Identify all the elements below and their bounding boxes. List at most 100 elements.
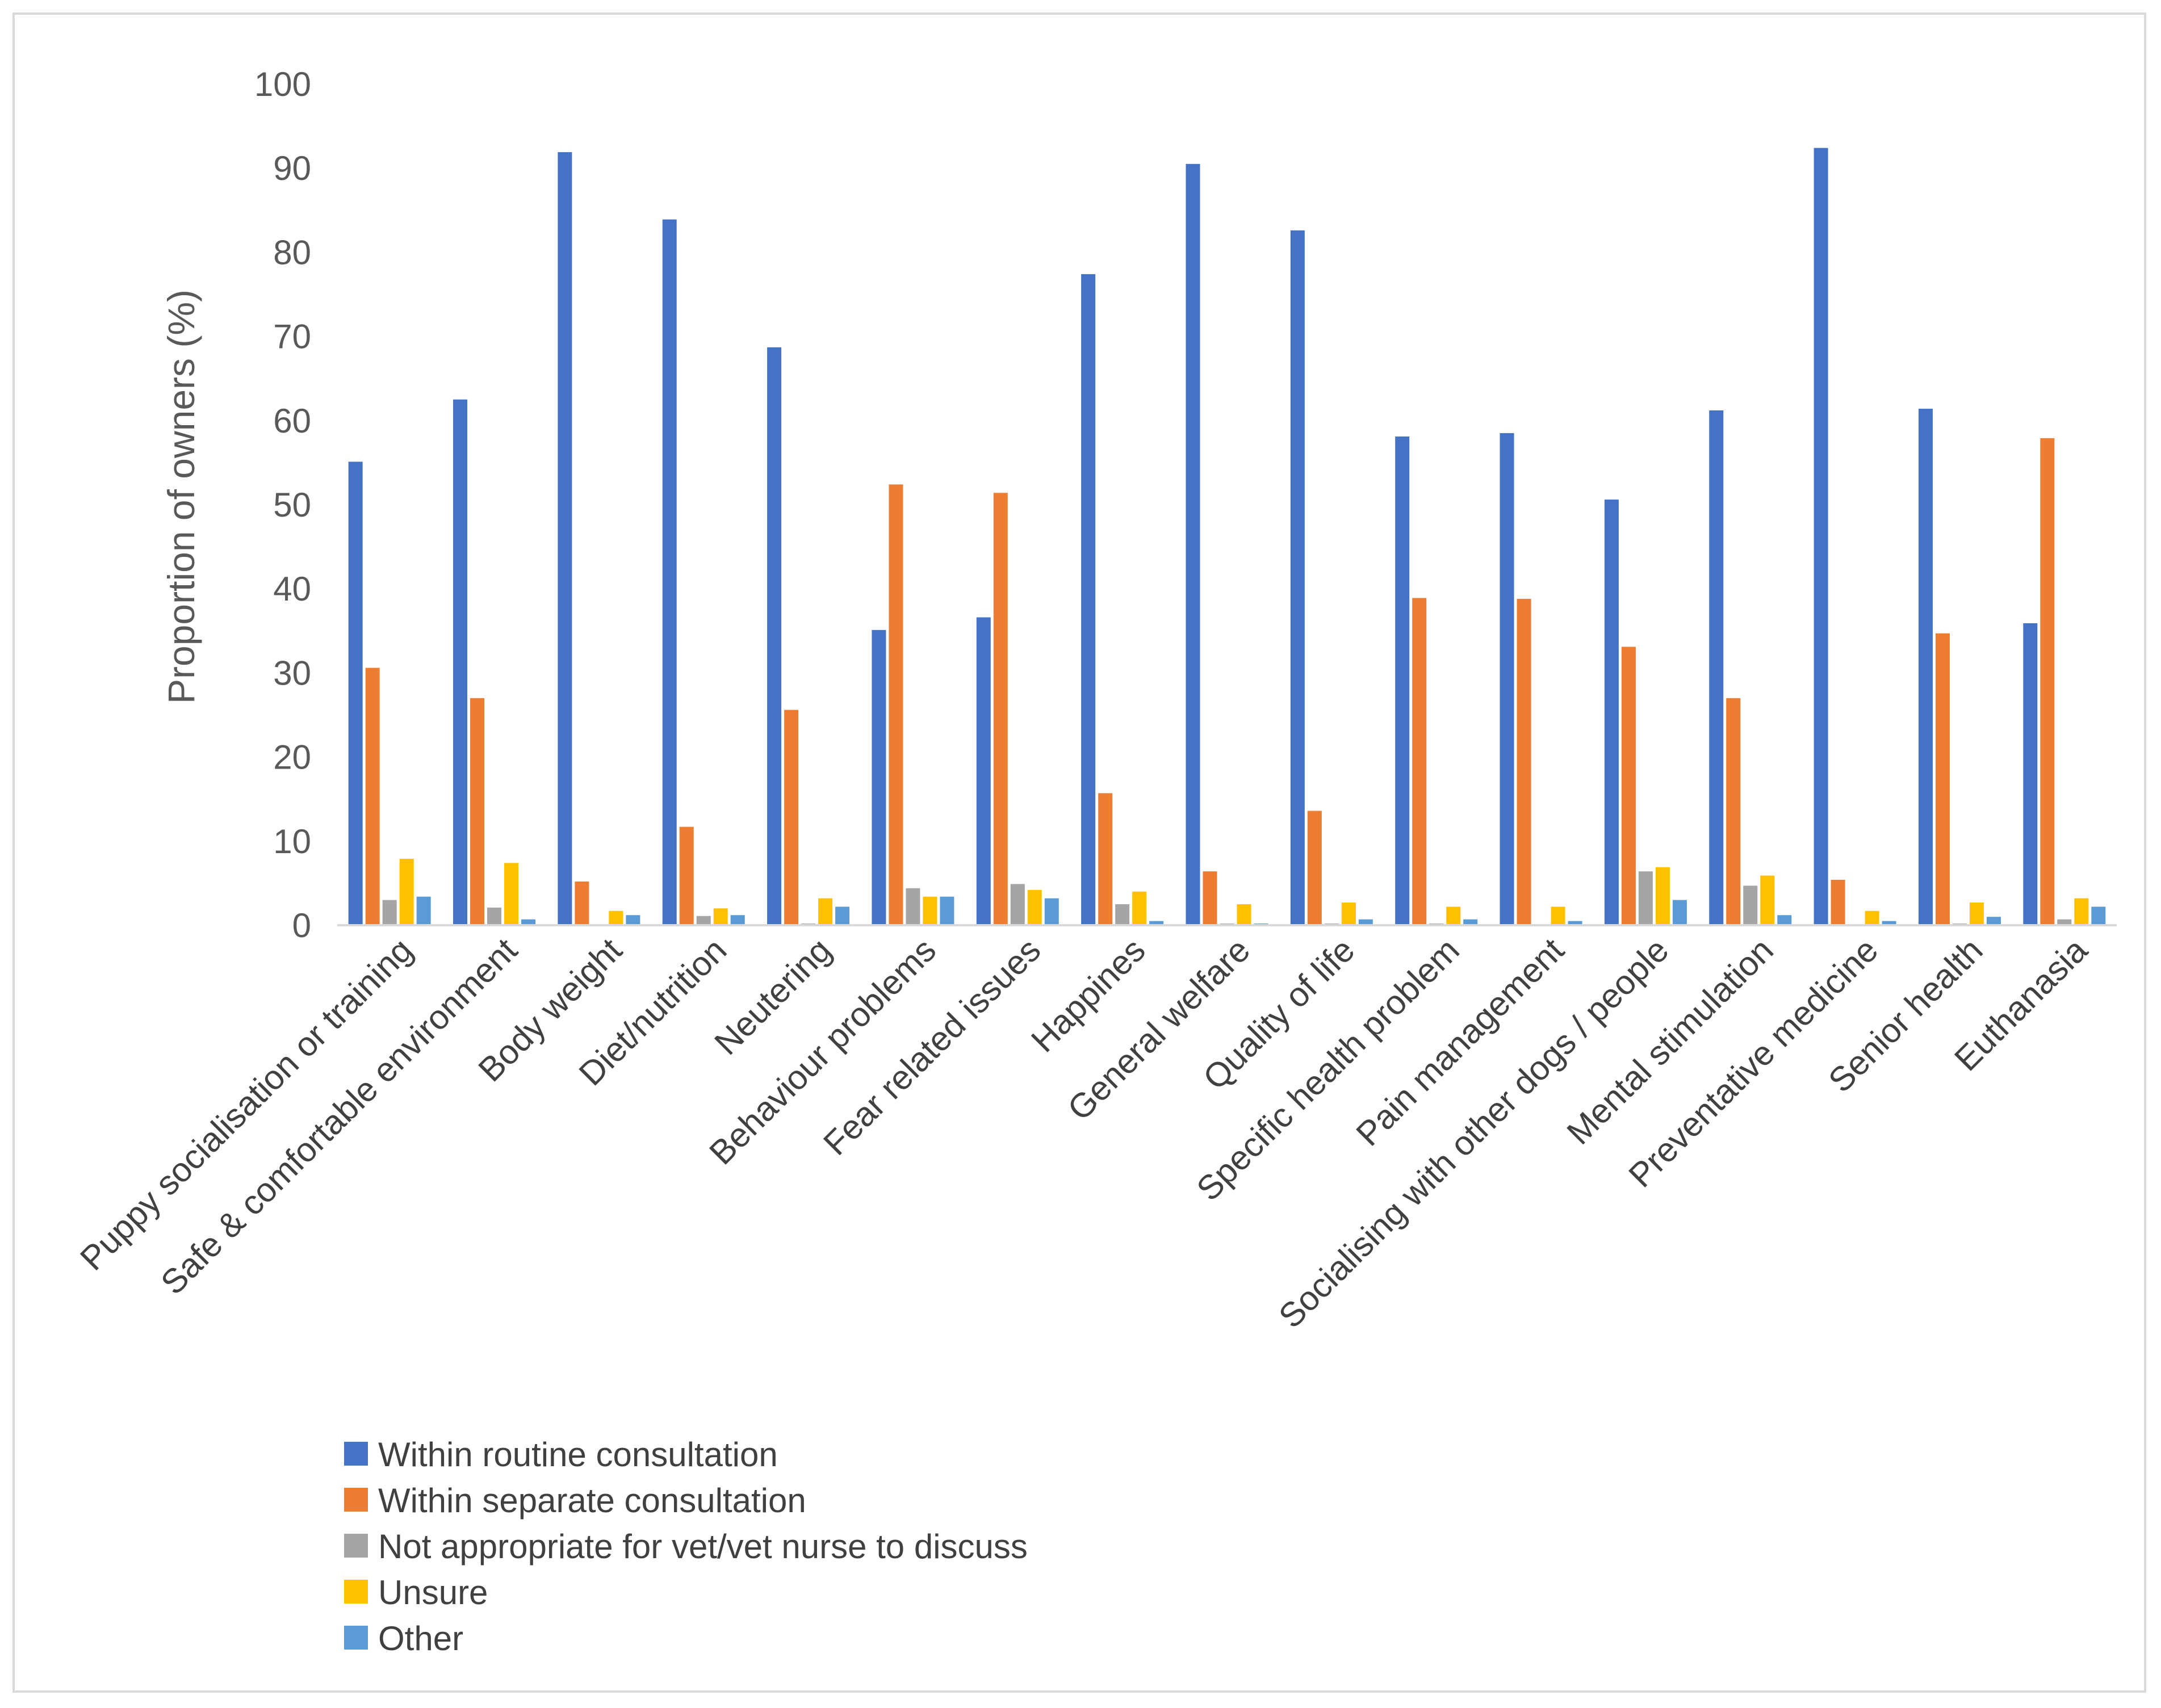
y-tick-label: 60 [273,402,311,440]
category-label: Socialising with other dogs / people [1271,931,1676,1335]
y-axis-ticks: 0 10 20 30 40 50 60 70 80 90 100 [254,65,311,945]
bar [818,898,833,925]
bar [906,888,920,925]
bar [1865,910,1879,925]
bar [1358,919,1373,925]
legend-swatch [344,1580,368,1604]
bar [521,919,536,925]
legend-label: Unsure [378,1573,488,1612]
y-tick-label: 20 [273,738,311,777]
legend: Within routine consultation Within separa… [344,1436,1028,1657]
bar [2074,898,2089,925]
bar [609,910,623,925]
bar [1655,867,1670,925]
bars [348,148,2106,926]
bar [1814,148,1828,926]
bar [713,908,728,925]
bar [1568,921,1582,925]
bar [1149,921,1164,925]
category-label: General welfare [1060,931,1257,1128]
bar [1918,409,1933,925]
y-tick-label: 70 [273,318,311,356]
bar [1638,871,1653,925]
y-tick-label: 30 [273,654,311,692]
bar [696,916,711,925]
bar [470,698,485,925]
bar [993,493,1008,925]
bar [1463,919,1478,925]
bar [1604,500,1619,925]
bar [889,484,903,925]
bar [1986,917,2001,925]
bar [1132,891,1147,925]
bar [767,347,782,925]
y-tick-label: 0 [292,907,311,945]
y-tick-label: 90 [273,149,311,187]
bar [487,907,502,925]
bar [679,826,694,925]
bar [2091,907,2106,925]
legend-label: Within separate consultation [378,1482,806,1520]
bar [1709,410,1724,925]
bar [1098,793,1113,925]
bar [1831,879,1845,925]
bar [1726,698,1741,925]
bar [1935,633,1950,925]
bar [558,152,572,925]
bar [453,399,468,925]
y-tick-label: 10 [273,822,311,861]
bar [1551,907,1565,925]
legend-swatch [344,1626,368,1650]
bar [784,710,799,925]
bar [976,617,991,925]
bar [1115,904,1130,925]
legend-label: Within routine consultation [378,1436,778,1474]
bar [416,896,431,925]
bar [1517,598,1531,925]
y-tick-label: 100 [254,65,311,103]
bar [1237,904,1251,925]
bar [1027,889,1042,925]
bar [1621,647,1636,925]
bar [348,461,363,925]
legend-swatch [344,1534,368,1558]
bar [575,881,589,925]
bar [626,915,640,925]
bar [1044,898,1059,925]
bar [1341,902,1356,925]
y-tick-label: 50 [273,486,311,524]
bar [399,858,414,925]
bar [2057,919,2072,925]
bar [1412,598,1427,925]
bar [1307,811,1322,925]
bar [730,915,745,925]
bar [1186,163,1200,925]
bar [1290,230,1305,925]
legend-swatch [344,1488,368,1512]
bar [1081,274,1096,925]
legend-label: Other [378,1619,463,1657]
bar [872,630,886,925]
bar [1760,875,1775,925]
bar [1446,907,1461,925]
bar [1672,900,1687,925]
bar [1882,921,1896,925]
bar [504,863,519,925]
y-axis-title: Proportion of owners (%) [160,289,202,704]
bar [923,896,937,925]
bar [835,907,850,925]
bar [940,896,954,925]
bar [1010,884,1025,925]
bar [1777,915,1792,925]
bar [1395,436,1410,925]
bar [1969,902,1984,925]
bar [365,668,380,925]
legend-swatch [344,1442,368,1466]
bar [662,219,677,925]
bar [2023,623,2038,925]
y-tick-label: 40 [273,570,311,608]
bar [2040,438,2055,925]
bar [1500,433,1514,925]
